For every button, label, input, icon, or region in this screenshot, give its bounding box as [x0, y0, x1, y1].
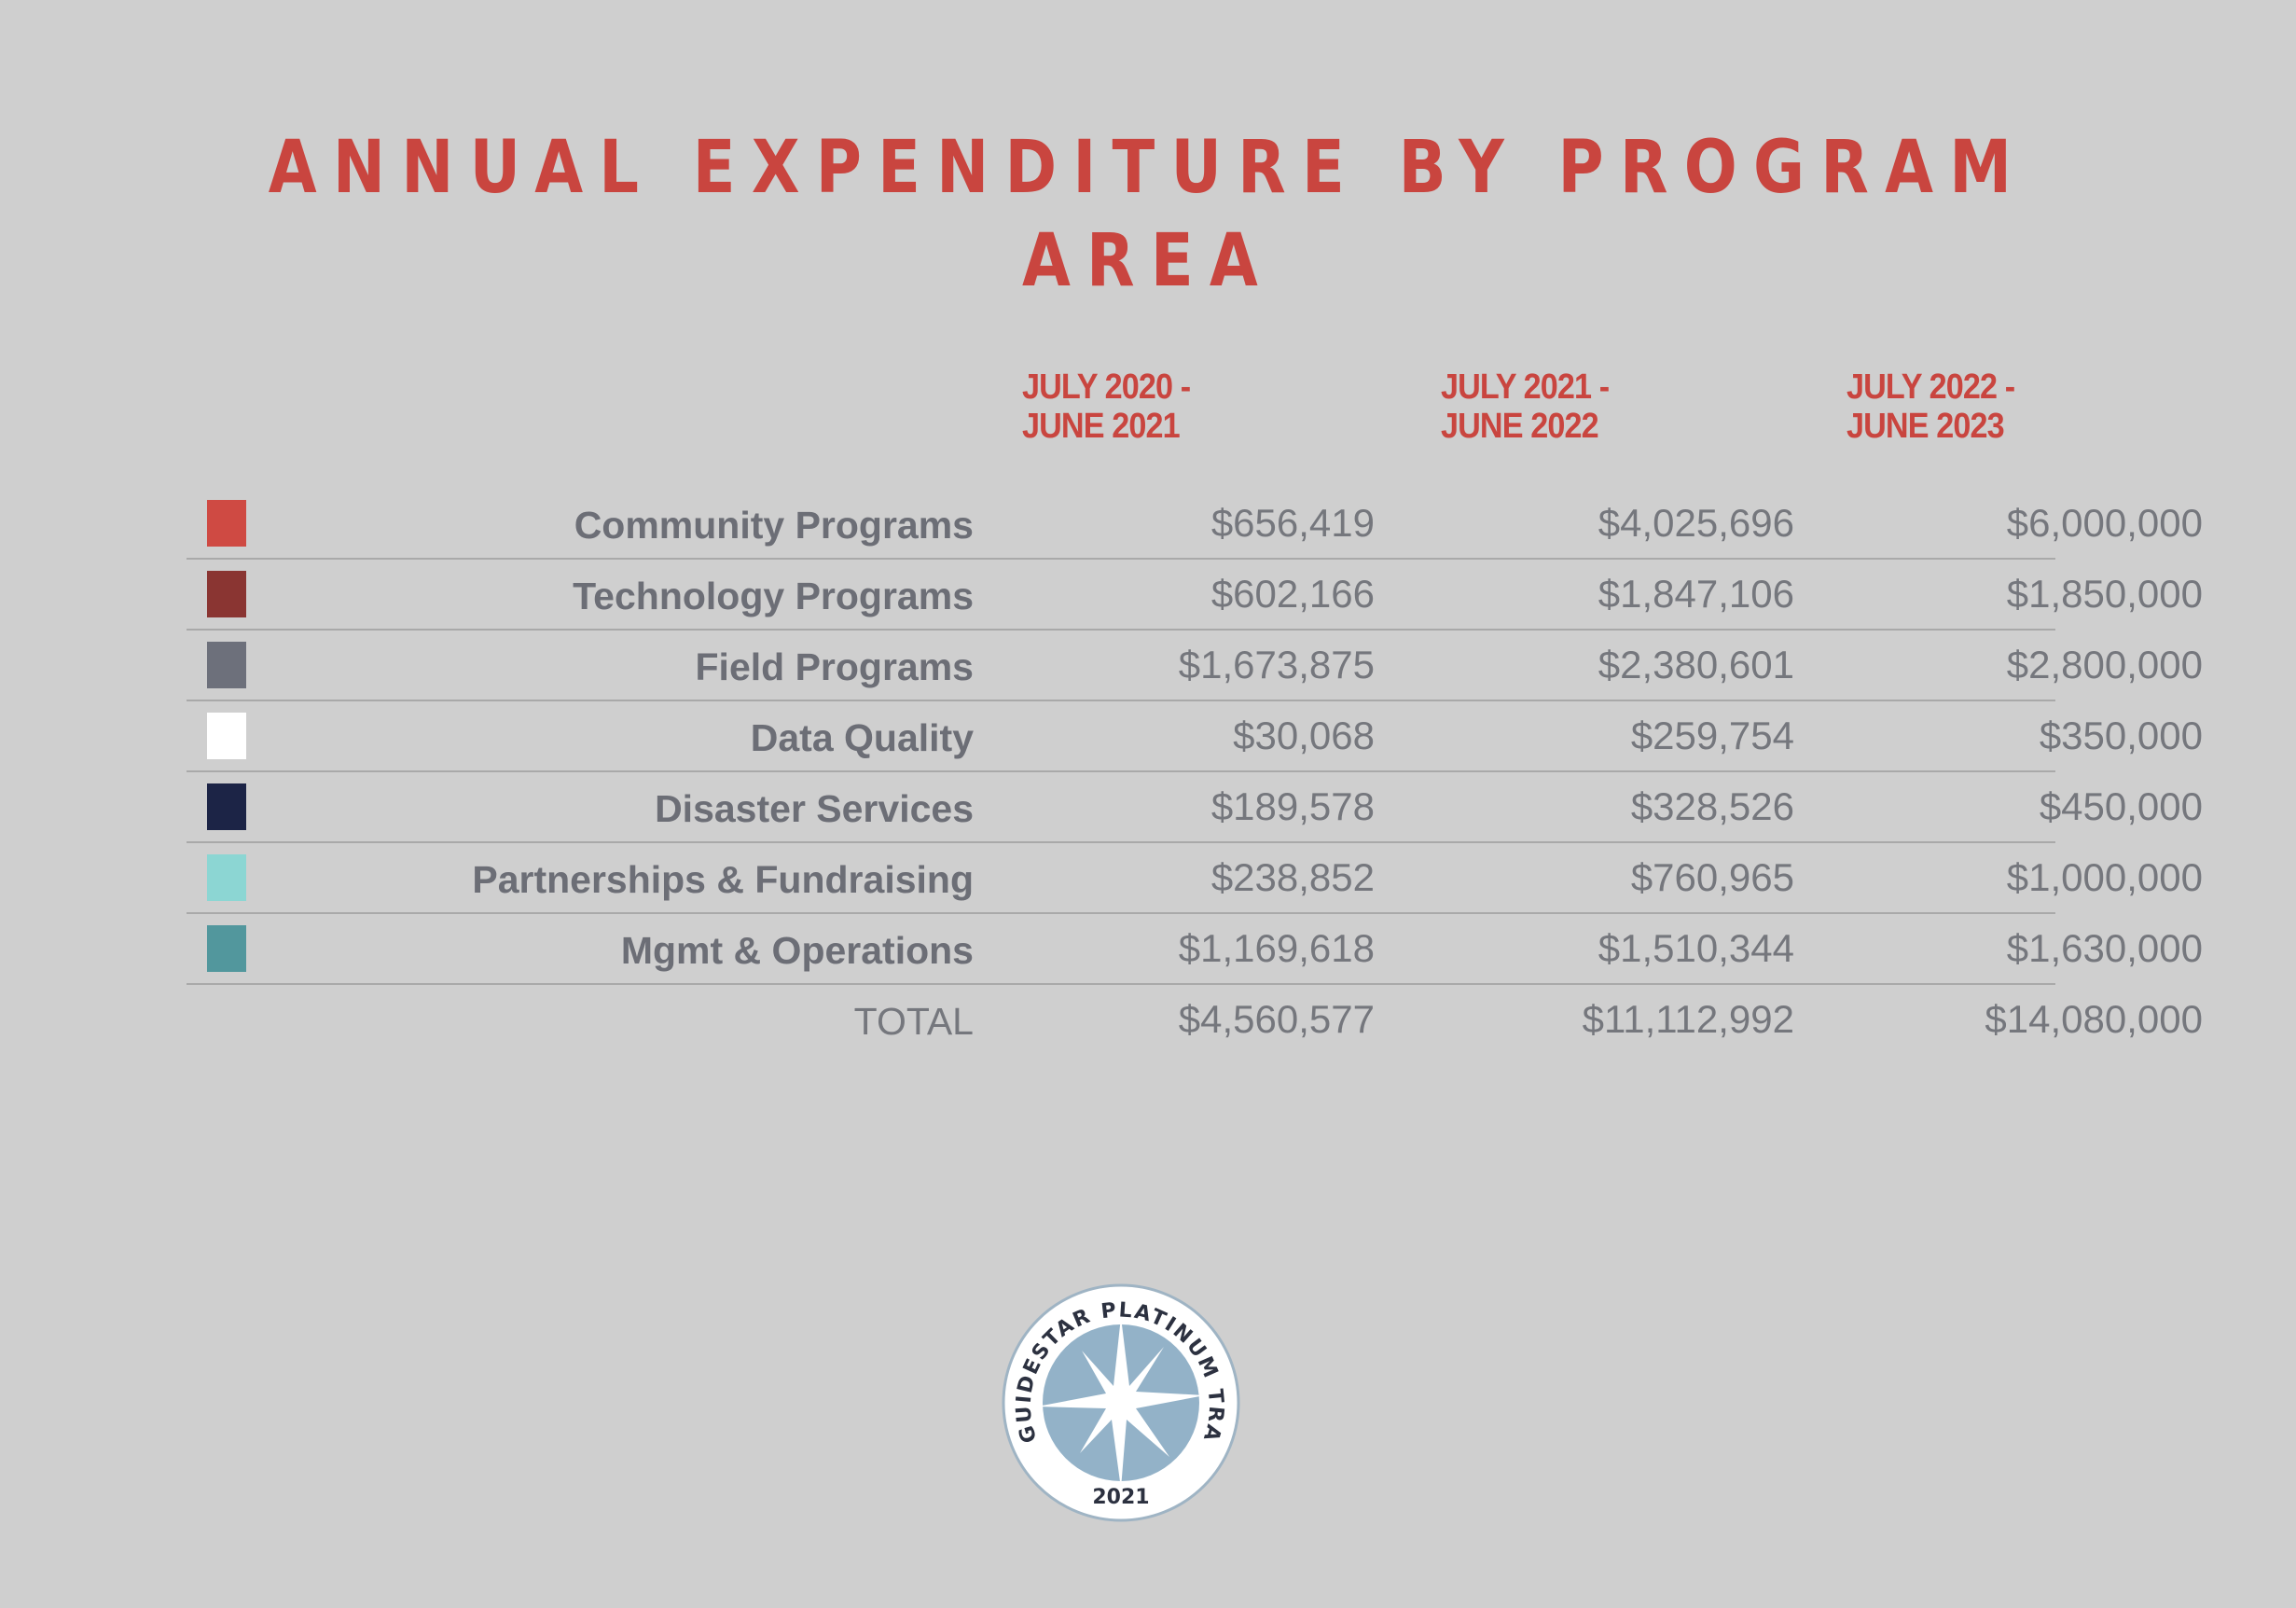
value-cell: $760,965 [1630, 855, 1794, 899]
program-label: Community Programs [574, 504, 974, 547]
value-cell: $238,852 [1210, 855, 1375, 899]
value-cell: $602,166 [1210, 572, 1375, 616]
program-label: Mgmt & Operations [620, 929, 974, 972]
value-cell: $2,800,000 [2006, 643, 2203, 686]
value-cell: $30,068 [1233, 714, 1375, 757]
legend-swatch [207, 642, 246, 688]
legend-swatch [207, 854, 246, 901]
program-label: Field Programs [695, 645, 974, 688]
column-header-line1: JULY 2021 - [1441, 367, 1610, 407]
page-title: ANNUAL EXPENDITURE BY PROGRAM AREA [268, 126, 2028, 303]
column-header-2020-2021: JULY 2020 - JUNE 2021 [1022, 367, 1191, 446]
value-cell: $189,578 [1210, 784, 1375, 828]
guidestar-seal: GUIDESTAR PLATINUM TRANSPARENCY 2021 [1000, 1282, 1240, 1522]
compass-star-icon [1037, 1317, 1205, 1489]
seal-year: 2021 [1092, 1486, 1149, 1509]
column-header-2022-2023: JULY 2022 - JUNE 2023 [1846, 367, 2015, 446]
value-cell: $328,526 [1630, 784, 1794, 828]
legend-swatch [207, 783, 246, 830]
program-label: Partnerships & Fundraising [472, 858, 974, 901]
expenditure-table: Community Programs $656,419 $4,025,696 $… [187, 489, 2203, 1054]
legend-swatch [207, 571, 246, 617]
table-row: Data Quality $30,068 $259,754 $350,000 [187, 701, 2203, 772]
table-row: Partnerships & Fundraising $238,852 $760… [187, 843, 2203, 914]
column-header-line2: JUNE 2021 [1022, 407, 1181, 446]
value-cell: $1,169,618 [1178, 926, 1375, 970]
total-label: TOTAL [853, 1000, 974, 1043]
table-row: Technology Programs $602,166 $1,847,106 … [187, 560, 2203, 631]
value-cell: $1,673,875 [1178, 643, 1375, 686]
column-header-line1: JULY 2020 - [1022, 367, 1191, 407]
column-header-line1: JULY 2022 - [1846, 367, 2015, 407]
value-cell: $259,754 [1630, 714, 1794, 757]
value-cell: $350,000 [2039, 714, 2203, 757]
value-cell: $1,510,344 [1598, 926, 1794, 970]
value-cell: $4,025,696 [1598, 501, 1794, 545]
column-header-line2: JUNE 2022 [1441, 407, 1599, 446]
table-row: Community Programs $656,419 $4,025,696 $… [187, 489, 2203, 560]
legend-swatch [207, 500, 246, 547]
column-header-2021-2022: JULY 2021 - JUNE 2022 [1441, 367, 1610, 446]
program-label: Data Quality [750, 716, 974, 759]
value-cell: $6,000,000 [2006, 501, 2203, 545]
program-label: Disaster Services [655, 787, 974, 830]
value-cell: $1,850,000 [2006, 572, 2203, 616]
value-cell: $1,000,000 [2006, 855, 2203, 899]
legend-swatch [207, 925, 246, 972]
value-cell: $2,380,601 [1598, 643, 1794, 686]
total-value-cell: $11,112,992 [1582, 997, 1794, 1041]
value-cell: $1,630,000 [2006, 926, 2203, 970]
total-value-cell: $14,080,000 [1985, 997, 2203, 1041]
total-value-cell: $4,560,577 [1178, 997, 1375, 1041]
value-cell: $656,419 [1210, 501, 1375, 545]
value-cell: $1,847,106 [1598, 572, 1794, 616]
table-row: Mgmt & Operations $1,169,618 $1,510,344 … [187, 914, 2203, 985]
column-header-line2: JUNE 2023 [1846, 407, 2005, 446]
value-cell: $450,000 [2039, 784, 2203, 828]
total-row: TOTAL $4,560,577 $11,112,992 $14,080,000 [187, 985, 2203, 1054]
legend-swatch [207, 713, 246, 759]
table-row: Field Programs $1,673,875 $2,380,601 $2,… [187, 631, 2203, 701]
program-label: Technology Programs [573, 575, 974, 617]
table-row: Disaster Services $189,578 $328,526 $450… [187, 772, 2203, 843]
